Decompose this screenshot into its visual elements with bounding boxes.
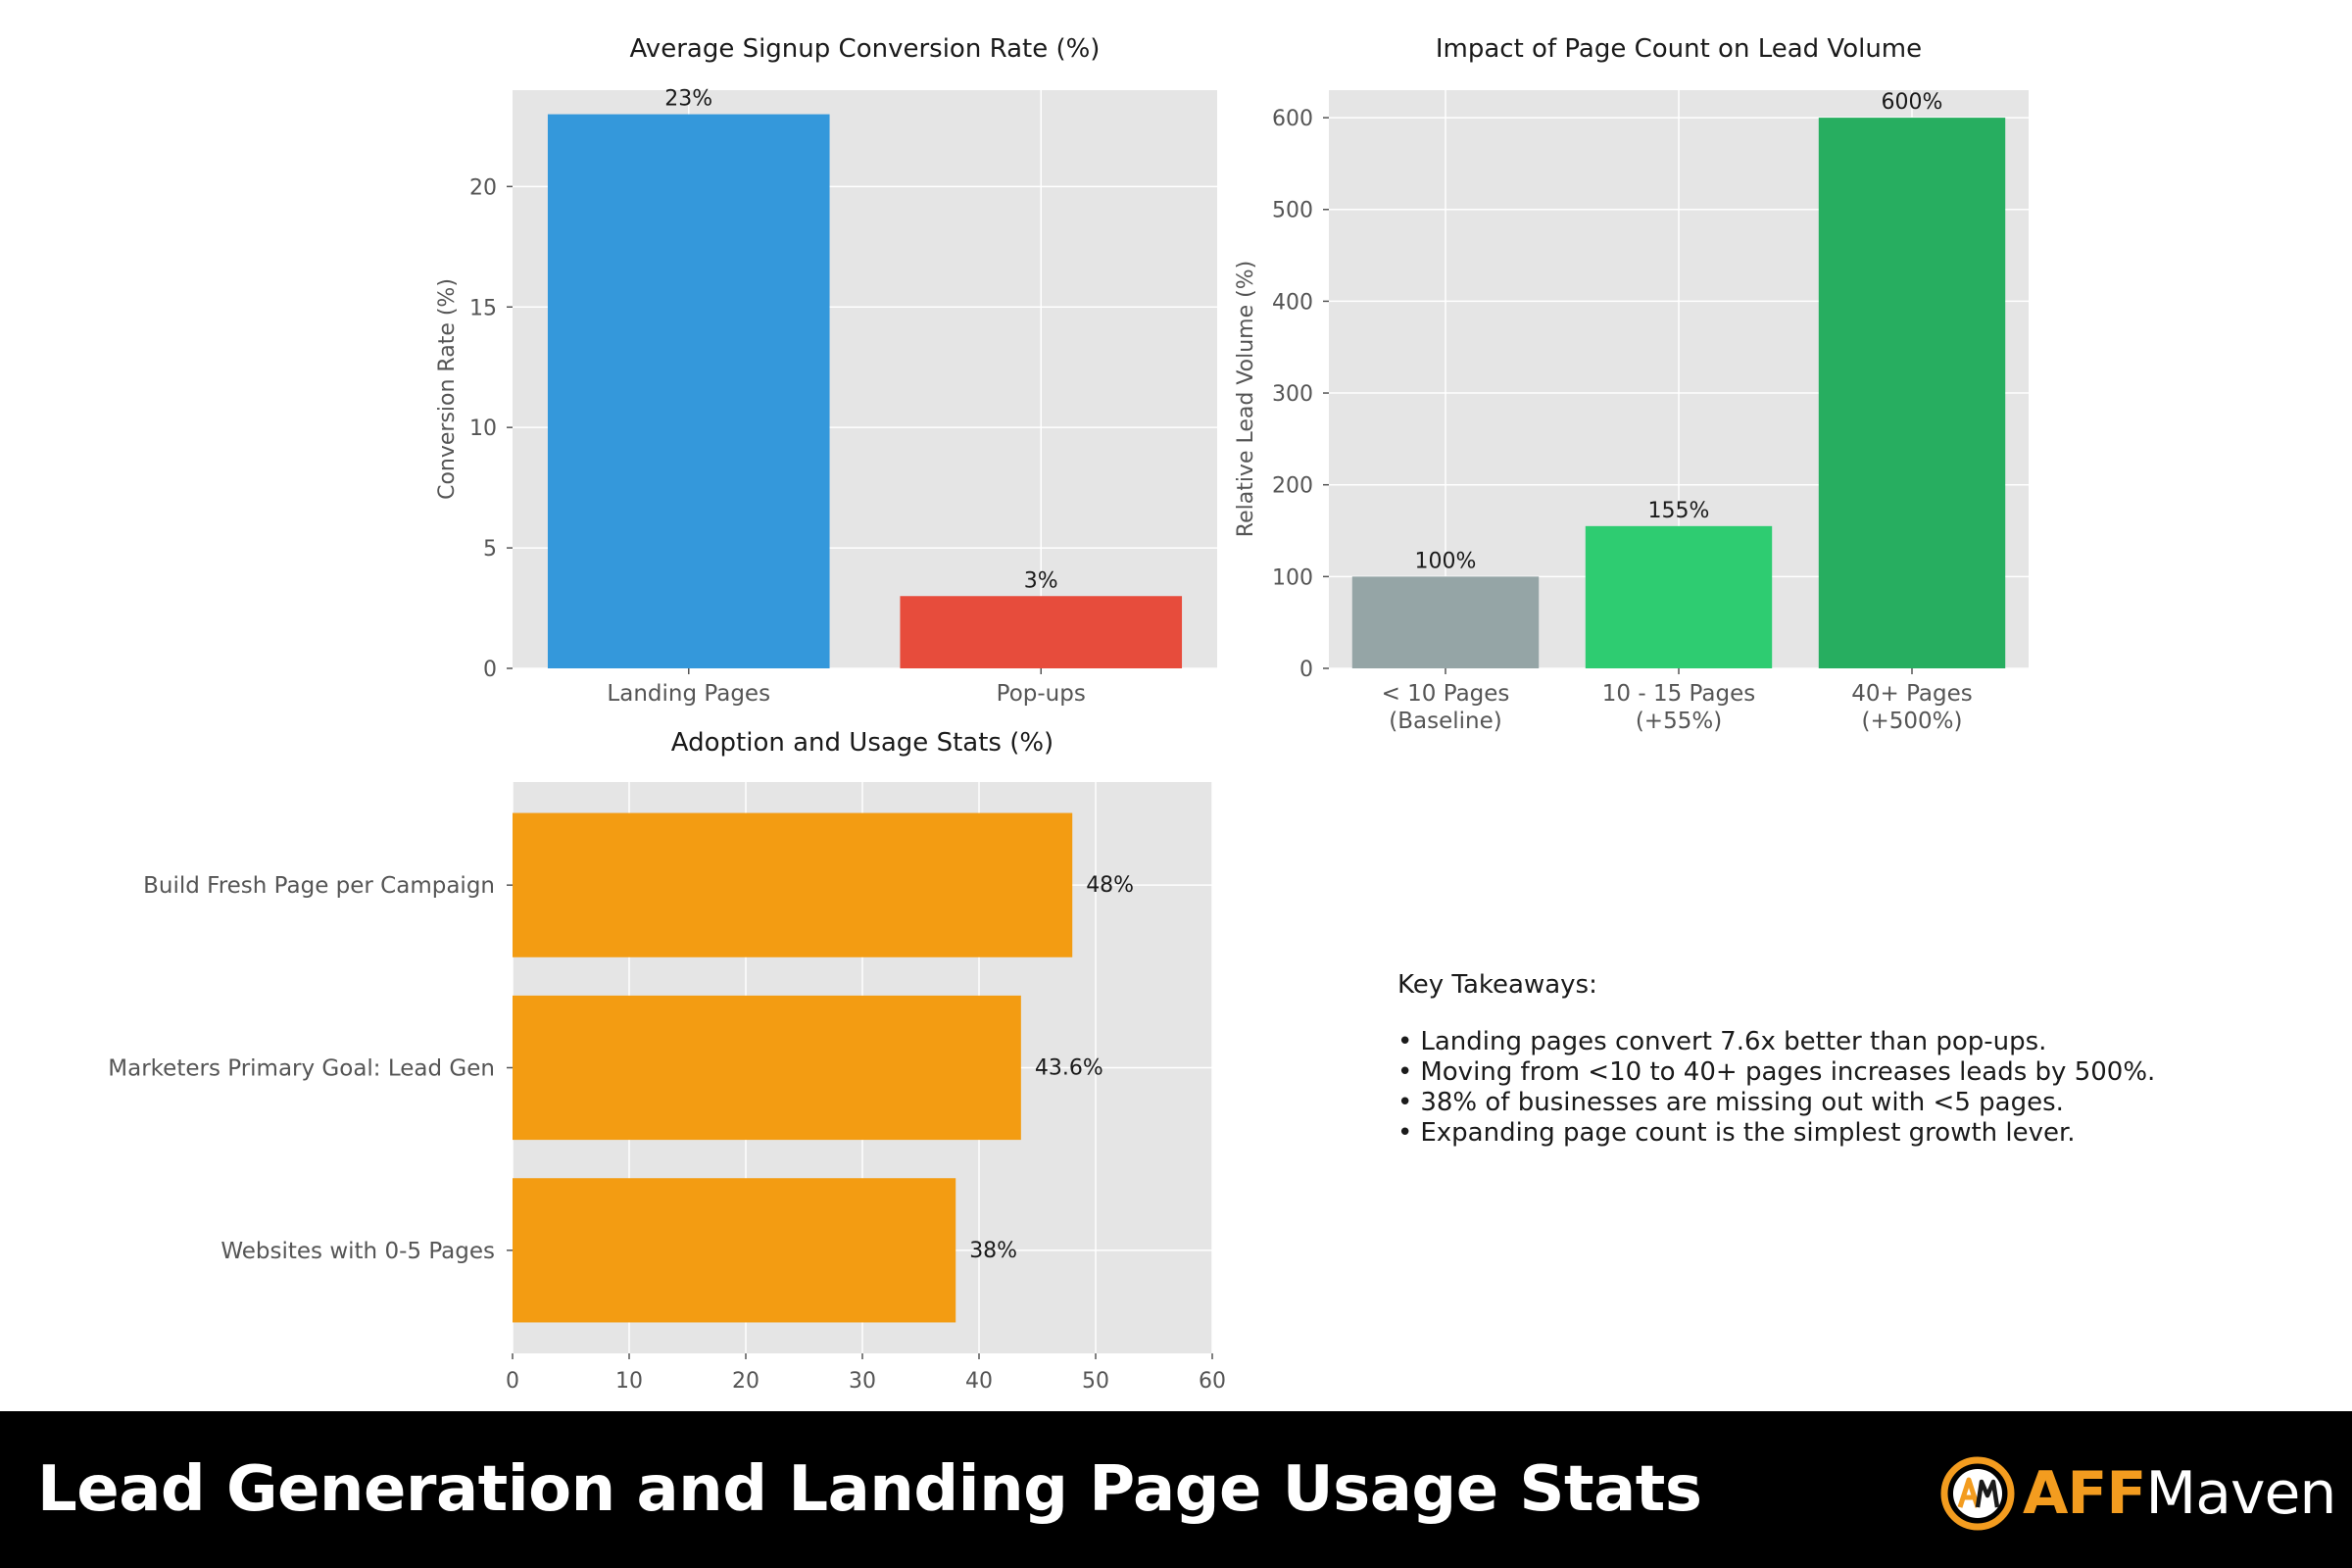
page-title: Lead Generation and Landing Page Usage S… (37, 1453, 1702, 1526)
am-monogram-icon (1938, 1454, 2017, 1533)
adoption-y-tick-label: Marketers Primary Goal: Lead Gen (108, 1056, 495, 1082)
conversion-bar (547, 114, 830, 669)
adoption-x-tick-label: 10 (615, 1369, 643, 1394)
page-count-x-tick-label: (Baseline) (1389, 709, 1501, 734)
page-count-x-tick-label: (+55%) (1636, 709, 1722, 734)
charts-figure: Average Signup Conversion Rate (%) 0 5 10 15… (108, 34, 2029, 1394)
adoption-x-tick-label: 0 (506, 1369, 519, 1394)
adoption-data-label: 48% (1086, 873, 1134, 898)
page-count-data-label: 100% (1415, 549, 1477, 573)
conversion-y-tick-label: 20 (469, 175, 497, 200)
conversion-x-tick-label: Landing Pages (607, 681, 770, 707)
adoption-data-label: 38% (969, 1239, 1017, 1263)
adoption-bar (513, 1178, 956, 1323)
takeaway-item: 38% of businesses are missing out with <… (1397, 1088, 2279, 1118)
conversion-x-tick-label: Pop-ups (997, 681, 1086, 707)
adoption-y-tick-label: Build Fresh Page per Campaign (143, 873, 495, 899)
conversion-y-tick-label: 15 (469, 296, 497, 320)
page-count-title: Impact of Page Count on Lead Volume (1436, 34, 1922, 64)
adoption-x-tick-label: 60 (1199, 1369, 1226, 1394)
adoption-x-tick-label: 50 (1082, 1369, 1109, 1394)
conversion-y-axis-label: Conversion Rate (%) (435, 278, 460, 500)
page-count-y-tick-label: 200 (1272, 474, 1313, 499)
adoption-y-tick-label: Websites with 0-5 Pages (220, 1239, 495, 1264)
adoption-bar (513, 995, 1021, 1141)
key-takeaways: Key Takeaways: Landing pages convert 7.6… (1397, 970, 2279, 1149)
page-count-y-tick-label: 300 (1272, 382, 1313, 407)
page-count-x-tick-label: 10 - 15 Pages (1602, 681, 1755, 707)
page-count-x-tick-label: < 10 Pages (1382, 681, 1510, 707)
adoption-x-tick-label: 20 (732, 1369, 760, 1394)
logo-maven-text: Maven (2145, 1459, 2336, 1528)
adoption-title: Adoption and Usage Stats (%) (671, 728, 1054, 758)
takeaway-item: Landing pages convert 7.6x better than p… (1397, 1027, 2279, 1057)
adoption-x-tick-label: 40 (965, 1369, 993, 1394)
page-count-data-label: 155% (1648, 499, 1710, 523)
page-count-x-tick-label: 40+ Pages (1851, 681, 1973, 707)
page-count-bar (1818, 118, 2006, 669)
page-count-y-tick-label: 100 (1272, 565, 1313, 590)
conversion-y-tick-label: 10 (469, 416, 497, 441)
takeaway-item: Moving from <10 to 40+ pages increases l… (1397, 1057, 2279, 1088)
page-count-x-tick-label: (+500%) (1862, 709, 1963, 734)
adoption-data-label: 43.6% (1035, 1056, 1103, 1081)
takeaways-title: Key Takeaways: (1397, 970, 1597, 1000)
conversion-y-tick-label: 0 (483, 658, 497, 682)
conversion-bar (900, 596, 1183, 668)
page-count-data-label: 600% (1882, 90, 1943, 115)
logo-aff-text: AFF (2023, 1459, 2146, 1528)
conversion-y-tick-label: 5 (483, 537, 497, 562)
adoption-bar (513, 812, 1073, 957)
page-count-bar (1585, 525, 1773, 668)
takeaway-item: Expanding page count is the simplest gro… (1397, 1118, 2279, 1149)
page-count-y-axis-label: Relative Lead Volume (%) (1234, 261, 1258, 537)
page-count-bar (1351, 576, 1540, 668)
conversion-title: Average Signup Conversion Rate (%) (630, 34, 1101, 64)
footer-banner: Lead Generation and Landing Page Usage S… (0, 1411, 2352, 1568)
affmaven-logo: AFFMaven (1938, 1454, 2336, 1533)
conversion-data-label: 23% (664, 87, 712, 112)
adoption-x-tick-label: 30 (849, 1369, 876, 1394)
page-count-y-tick-label: 0 (1299, 658, 1313, 682)
page-count-y-tick-label: 600 (1272, 107, 1313, 131)
takeaways-list: Landing pages convert 7.6x better than p… (1397, 1027, 2279, 1149)
conversion-data-label: 3% (1024, 568, 1058, 593)
page-count-y-tick-label: 400 (1272, 290, 1313, 315)
page-count-y-tick-label: 500 (1272, 199, 1313, 223)
